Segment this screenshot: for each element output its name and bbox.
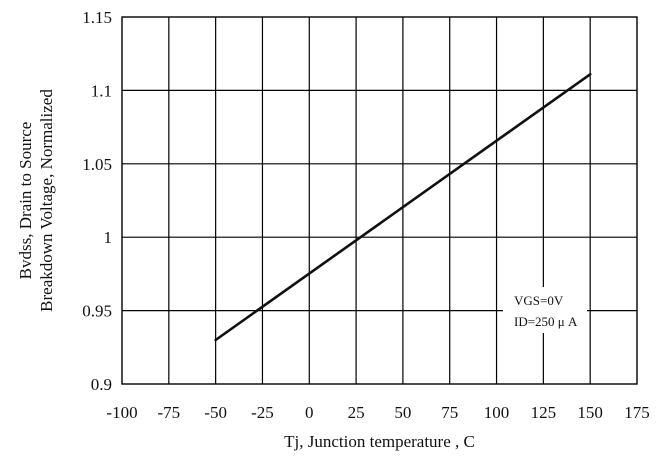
x-tick-label: 125	[531, 403, 557, 422]
series-line-0	[214, 73, 592, 342]
x-tick-label: -75	[157, 403, 180, 422]
y-axis-title-line-1: Bvdss, Drain to Source	[16, 122, 35, 280]
grid	[121, 16, 638, 385]
y-tick-label: 0.9	[91, 375, 112, 394]
y-tick-label: 1	[104, 228, 113, 247]
x-axis-title: Tj, Junction temperature , C	[284, 432, 475, 451]
x-tick-label: 25	[348, 403, 365, 422]
y-tick-label: 1.15	[82, 8, 112, 27]
x-tick-label: -50	[204, 403, 227, 422]
x-tick-label: 175	[624, 403, 650, 422]
y-tick-label: 0.95	[82, 302, 112, 321]
x-tick-labels: -100 -75 -50 -25 0 25 50 75 100 125 150 175	[106, 403, 649, 422]
x-tick-label: 100	[484, 403, 510, 422]
y-tick-label: 1.05	[82, 155, 112, 174]
x-tick-label: 0	[305, 403, 314, 422]
y-tick-label: 1.1	[91, 81, 112, 100]
annotation-id: ID=250 μ A	[514, 314, 578, 329]
x-tick-label: -25	[251, 403, 274, 422]
series-group	[214, 73, 592, 342]
annotation-vgs: VGS=0V	[514, 293, 564, 308]
y-axis-title-line-2: Breakdown Voltage, Normalized	[37, 89, 56, 312]
legend-box: VGS=0V ID=250 μ A	[503, 287, 587, 333]
x-tick-label: 50	[394, 403, 411, 422]
annotation-background	[503, 287, 587, 333]
y-tick-labels: 0.9 0.95 1 1.05 1.1 1.15	[82, 8, 112, 394]
plot-frame	[121, 16, 638, 385]
x-tick-label: -100	[106, 403, 137, 422]
x-tick-label: 150	[577, 403, 603, 422]
x-tick-label: 75	[441, 403, 458, 422]
